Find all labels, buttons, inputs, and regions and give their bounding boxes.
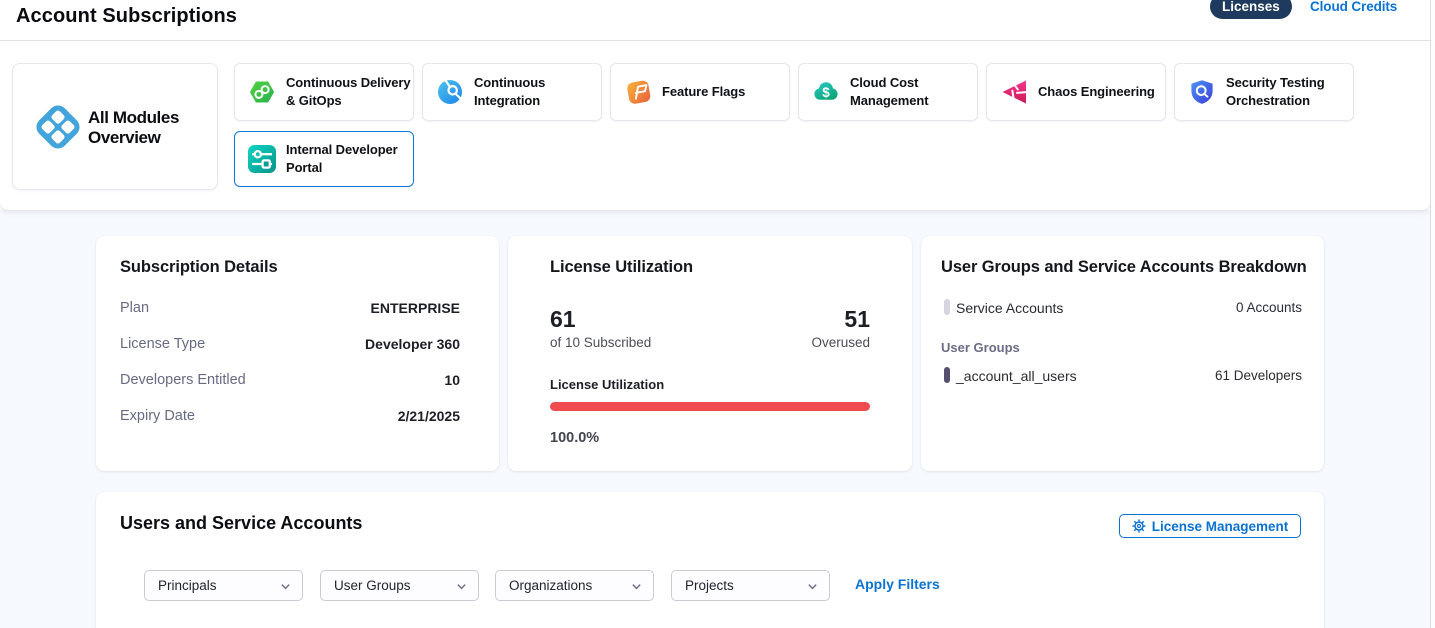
svg-text:$: $: [822, 85, 830, 100]
